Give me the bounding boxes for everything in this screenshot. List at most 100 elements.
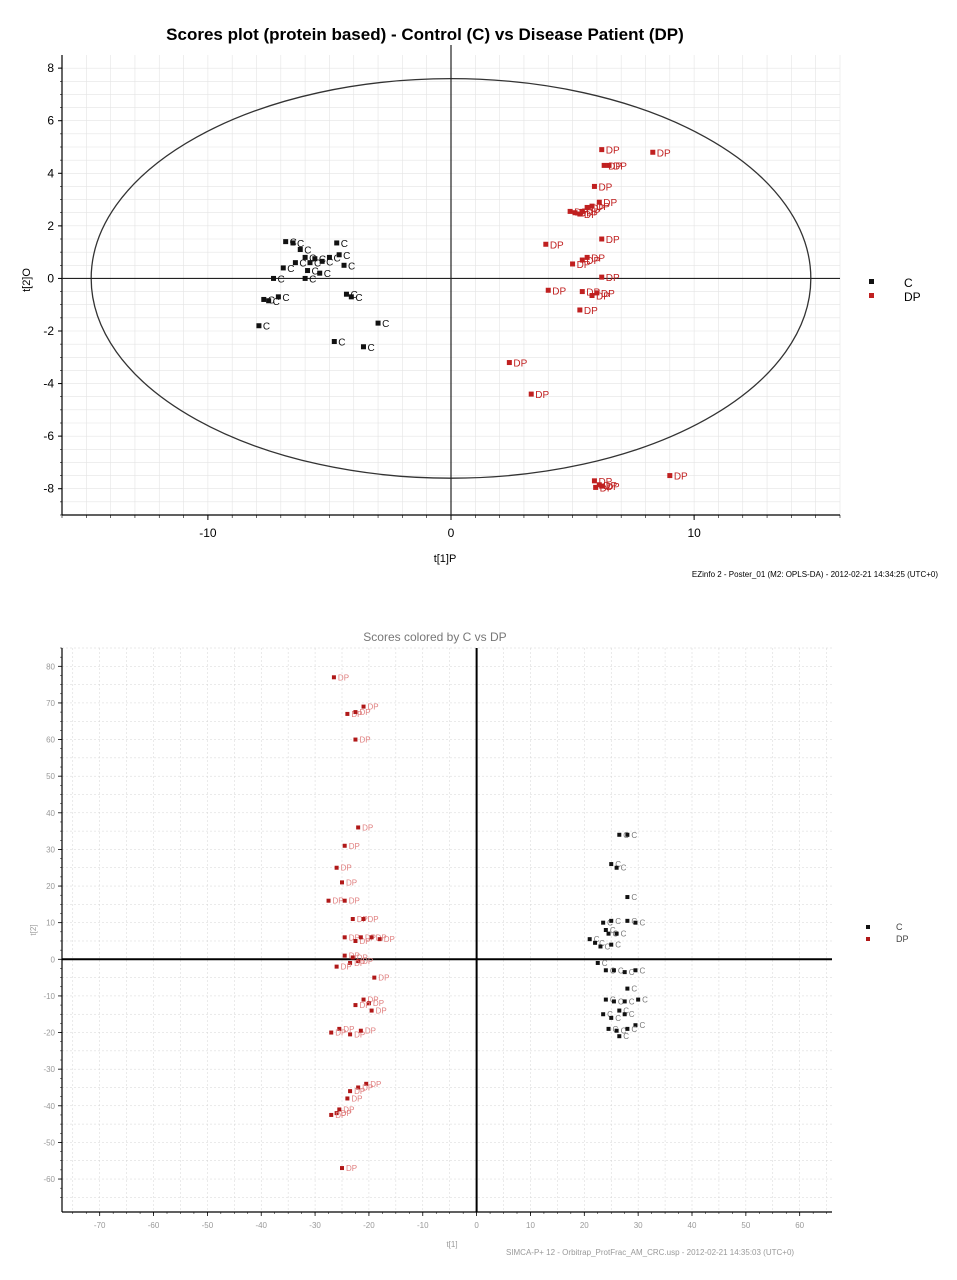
point-label-c: C [312, 267, 319, 278]
data-point-dp [543, 241, 549, 247]
data-point-c [348, 294, 354, 300]
data-point-dp [369, 935, 374, 940]
data-point-dp [361, 704, 366, 709]
point-label-c: C [615, 941, 621, 950]
data-point-dp [579, 257, 585, 263]
legend: CDP [869, 276, 921, 304]
point-label-dp: DP [579, 209, 593, 220]
data-point-dp [348, 1032, 353, 1037]
point-label-dp: DP [373, 999, 384, 1008]
point-label-dp: DP [341, 864, 352, 873]
point-label-dp: DP [598, 182, 612, 193]
point-label-c: C [299, 259, 306, 270]
point-label-dp: DP [603, 198, 617, 209]
point-label-dp: DP [368, 996, 379, 1005]
data-point-c [614, 1028, 619, 1033]
data-points: CCCCCCCCCCCCCCCCCCCCCCCCCCCCCCCCCCCDPDPD… [326, 673, 648, 1173]
data-point-dp [356, 825, 361, 830]
data-point-dp [337, 1107, 342, 1112]
x-tick-label: 10 [687, 526, 701, 540]
point-label-dp: DP [341, 1109, 352, 1118]
data-point-dp [353, 938, 358, 943]
data-point-c [614, 931, 619, 936]
point-label-c: C [621, 1027, 627, 1036]
x-tick-label: -10 [417, 1221, 429, 1230]
chart-top-protein-scores: Scores plot (protein based) - Control (C… [21, 25, 938, 579]
data-point-c [633, 968, 638, 973]
x-axis-label: t[1]P [434, 553, 457, 565]
point-label-dp: DP [338, 673, 349, 682]
zero-axes [62, 45, 840, 515]
x-tick-label: -70 [94, 1221, 106, 1230]
point-label-c: C [263, 322, 270, 333]
data-point-dp [334, 1111, 339, 1116]
data-point-c [587, 937, 592, 942]
y-axis-label: t[2]O [21, 268, 33, 292]
data-point-c [606, 931, 611, 936]
data-point-dp [377, 937, 382, 942]
point-label-dp: DP [606, 146, 620, 157]
y-tick-label: -2 [43, 324, 54, 338]
data-point-dp [345, 1096, 350, 1101]
data-point-c [595, 960, 600, 965]
data-point-c [603, 997, 608, 1002]
data-point-c [256, 323, 262, 329]
data-point-dp [329, 1030, 334, 1035]
data-point-dp [356, 1085, 361, 1090]
data-point-c [633, 1023, 638, 1028]
point-label-dp: DP [346, 1164, 357, 1173]
point-label-dp: DP [354, 959, 365, 968]
data-point-dp [342, 953, 347, 958]
y-tick-label: -50 [43, 1138, 55, 1147]
point-label-c: C [304, 246, 311, 257]
data-point-c [593, 940, 598, 945]
data-point-dp [350, 955, 355, 960]
data-point-c [625, 895, 630, 900]
point-label-c: C [326, 257, 333, 268]
point-label-dp: DP [577, 260, 591, 271]
point-label-dp: DP [359, 736, 370, 745]
point-label-dp: DP [535, 390, 549, 401]
data-point-c [609, 862, 614, 867]
point-label-dp: DP [357, 953, 368, 962]
point-label-dp: DP [591, 253, 605, 264]
footer-caption: SIMCA-P+ 12 - Orbitrap_ProtFrac_AM_CRC.u… [506, 1248, 794, 1257]
data-point-dp [570, 261, 576, 267]
legend-label-dp: DP [904, 290, 921, 304]
data-point-c [609, 1015, 614, 1020]
data-point-dp [358, 1028, 363, 1033]
point-label-dp: DP [351, 710, 362, 719]
data-point-dp [596, 199, 602, 205]
point-label-c: C [629, 1010, 635, 1019]
chart-title: Scores plot (protein based) - Control (C… [166, 25, 684, 44]
data-point-dp [591, 183, 597, 189]
data-point-dp [366, 1001, 371, 1006]
data-point-c [606, 1026, 611, 1031]
data-point-c [375, 320, 381, 326]
point-label-c: C [631, 1025, 637, 1034]
data-point-dp [342, 935, 347, 940]
data-point-dp [342, 898, 347, 903]
data-point-dp [356, 959, 361, 964]
data-point-c [331, 339, 337, 345]
data-point-dp [348, 1089, 353, 1094]
point-label-c: C [350, 290, 357, 301]
y-tick-label: 0 [47, 271, 54, 285]
point-label-dp: DP [343, 1105, 354, 1114]
point-label-c: C [631, 831, 637, 840]
data-point-dp [545, 287, 551, 293]
point-label-c: C [607, 919, 613, 928]
data-point-dp [358, 935, 363, 940]
chart-title: Scores colored by C vs DP [363, 630, 506, 644]
x-tick-label: 0 [448, 526, 455, 540]
data-point-dp [577, 211, 583, 217]
point-label-c: C [599, 939, 605, 948]
y-tick-label: 30 [46, 845, 55, 854]
point-label-c: C [629, 968, 635, 977]
data-point-dp [567, 208, 573, 214]
zero-axes [62, 648, 832, 1212]
point-label-c: C [594, 935, 600, 944]
point-label-c: C [621, 864, 627, 873]
data-point-dp [353, 710, 358, 715]
point-label-c: C [623, 1032, 629, 1041]
